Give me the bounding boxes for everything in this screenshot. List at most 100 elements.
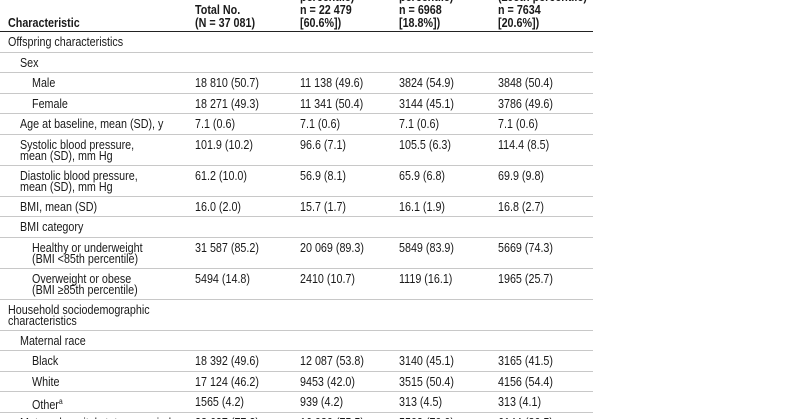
- cell-value: 16 980 (75.5): [300, 416, 364, 419]
- row-label: Overweight or obese: [32, 271, 132, 286]
- cell-value: 3848 (50.4): [498, 76, 553, 90]
- column-header: n = 22 479: [300, 3, 352, 17]
- row-label: Maternal race: [20, 333, 86, 348]
- column-header: (≥95th percentile): [498, 0, 587, 4]
- row-rule: [0, 165, 593, 166]
- column-header: (N = 37 081): [195, 16, 256, 30]
- cell-value: 3165 (41.5): [498, 354, 553, 368]
- cell-value: 1565 (4.2): [195, 395, 245, 409]
- cell-value: 11 138 (49.6): [300, 76, 364, 90]
- row-label: Black: [32, 354, 59, 368]
- row-label: (BMI ≥85th percentile): [32, 282, 138, 297]
- cell-value: 2410 (10.7): [300, 271, 355, 286]
- cell-value: 12 087 (53.8): [300, 354, 364, 368]
- cell-value: 105.5 (6.3): [399, 137, 452, 152]
- row-label: Sex: [20, 55, 39, 70]
- cell-value: 11 341 (50.4): [300, 96, 364, 111]
- row-label: Male: [32, 76, 56, 90]
- cell-value: 5503 (79.0): [399, 416, 454, 419]
- cell-value: 28 637 (77.2): [195, 416, 259, 419]
- cell-value: 15.7 (1.7): [300, 199, 347, 214]
- cell-value: 3786 (49.6): [498, 96, 553, 111]
- row-label: Household sociodemographic: [8, 302, 150, 317]
- row-rule: [0, 52, 593, 53]
- cell-value: 7.1 (0.6): [498, 117, 539, 131]
- row-label: Othera: [32, 397, 63, 413]
- column-header: [20.6%]): [498, 16, 540, 30]
- row-label: BMI category: [20, 220, 84, 234]
- cell-value: 5849 (83.9): [399, 240, 454, 255]
- cell-value: 69.9 (9.8): [498, 168, 545, 183]
- row-label: Diastolic blood pressure,: [20, 168, 138, 183]
- column-header: percentile): [399, 0, 453, 4]
- row-rule: [0, 237, 593, 238]
- cell-value: 61.2 (10.0): [195, 168, 248, 183]
- cell-value: 5494 (14.8): [195, 271, 250, 286]
- cell-value: 7.1 (0.6): [399, 117, 440, 131]
- cell-value: 56.9 (8.1): [300, 168, 347, 183]
- row-rule: [0, 93, 593, 94]
- cell-value: 3824 (54.9): [399, 76, 454, 90]
- row-rule: [0, 350, 593, 351]
- cell-value: 18 810 (50.7): [195, 76, 259, 90]
- cell-value: 16.1 (1.9): [399, 199, 446, 214]
- cell-value: 313 (4.5): [399, 395, 443, 409]
- cell-value: 17 124 (46.2): [195, 374, 259, 389]
- cell-value: 18 392 (49.6): [195, 354, 259, 368]
- column-header: Characteristic: [8, 16, 80, 30]
- column-header: Total No.: [195, 3, 241, 17]
- cell-value: 3140 (45.1): [399, 354, 454, 368]
- row-label: Age at baseline, mean (SD), y: [20, 117, 164, 131]
- cell-value: 939 (4.2): [300, 395, 344, 409]
- column-header: [60.6%]): [300, 16, 342, 30]
- header-rule: [0, 31, 593, 32]
- cell-value: 4156 (54.4): [498, 374, 553, 389]
- row-rule: [0, 412, 593, 413]
- cell-value: 9453 (42.0): [300, 374, 355, 389]
- row-label: Systolic blood pressure,: [20, 137, 135, 152]
- row-rule: [0, 196, 593, 197]
- row-label: mean (SD), mm Hg: [20, 179, 113, 194]
- footnote-marker: a: [58, 397, 63, 406]
- row-rule: [0, 216, 593, 217]
- cell-value: 96.6 (7.1): [300, 137, 347, 152]
- row-rule: [0, 72, 593, 73]
- row-rule: [0, 371, 593, 372]
- row-label: Offspring characteristics: [8, 35, 124, 49]
- cell-value: 114.4 (8.5): [498, 137, 550, 152]
- row-rule: [0, 299, 593, 300]
- row-label: BMI, mean (SD): [20, 199, 98, 214]
- row-label: mean (SD), mm Hg: [20, 148, 113, 163]
- column-header: [18.8%]): [399, 16, 441, 30]
- row-label: Healthy or underweight: [32, 240, 143, 255]
- row-rule: [0, 391, 593, 392]
- cell-value: 6144 (80.5): [498, 416, 553, 419]
- cell-value: 5669 (74.3): [498, 240, 553, 255]
- column-header: n = 6968: [399, 3, 442, 17]
- column-header: n = 7634: [498, 3, 541, 17]
- row-rule: [0, 268, 593, 269]
- cell-value: 313 (4.1): [498, 395, 542, 409]
- column-header: percentile): [300, 0, 354, 4]
- cell-value: 1965 (25.7): [498, 271, 553, 286]
- row-rule: [0, 134, 593, 135]
- cell-value: 101.9 (10.2): [195, 137, 253, 152]
- cell-value: 20 069 (89.3): [300, 240, 364, 255]
- row-label: Maternal marital status, married: [20, 416, 171, 419]
- row-label: characteristics: [8, 313, 77, 328]
- row-rule: [0, 330, 593, 331]
- cell-value: 7.1 (0.6): [300, 117, 341, 131]
- cell-value: 1119 (16.1): [399, 271, 453, 286]
- cell-value: 18 271 (49.3): [195, 96, 259, 111]
- row-label: White: [32, 374, 60, 389]
- cell-value: 65.9 (6.8): [399, 168, 446, 183]
- cell-value: 16.8 (2.7): [498, 199, 545, 214]
- cell-value: 7.1 (0.6): [195, 117, 236, 131]
- row-label: (BMI <85th percentile): [32, 251, 139, 266]
- cell-value: 16.0 (2.0): [195, 199, 242, 214]
- cell-value: 31 587 (85.2): [195, 240, 259, 255]
- row-label: Female: [32, 96, 68, 111]
- cell-value: 3515 (50.4): [399, 374, 454, 389]
- row-rule: [0, 113, 593, 114]
